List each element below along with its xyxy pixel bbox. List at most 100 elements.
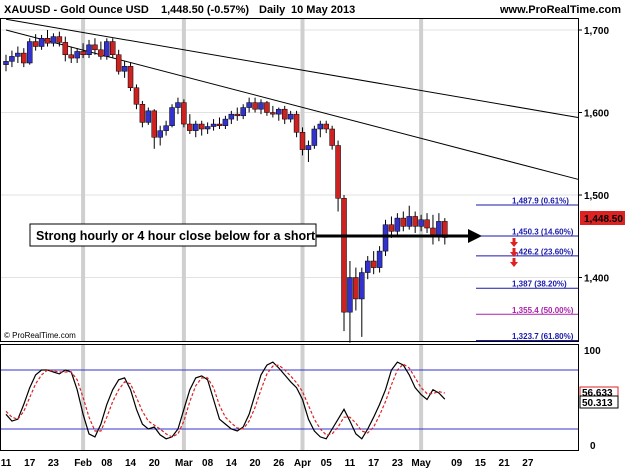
chart-title: XAUUSD - Gold Ounce USD [4,4,149,16]
bearish-candle [234,107,241,121]
candle-body [388,224,395,232]
date-tick-label: 11 [1,458,12,469]
candle-body [287,113,294,120]
date-tick-label: 21 [499,458,511,469]
bullish-candle [26,38,33,65]
bullish-candle [287,110,294,123]
price-tick-label: 1,600 [584,109,609,120]
bearish-candle [400,211,407,232]
bearish-candle [442,218,448,245]
bearish-candle [92,38,98,55]
bullish-candle [364,256,371,280]
stoch-d-value: 56.633 [582,388,613,399]
candle-body [98,49,104,57]
bearish-candle [412,211,418,233]
bearish-candle [388,216,395,238]
trendline-layer [5,18,579,180]
candle-body [145,110,152,123]
bearish-candle [270,105,276,118]
date-tick-label: 05 [321,458,333,469]
bullish-candle [246,97,252,113]
candle-body [335,145,341,199]
bullish-candle [9,50,15,68]
bullish-candle [157,125,163,146]
candle-body [210,123,217,127]
bearish-candle [353,267,359,311]
bullish-candle [193,120,199,138]
bullish-candle [169,104,175,128]
candle-body [133,87,140,105]
date-tick-label: 08 [202,458,214,469]
date-tick-label: 17 [24,458,36,469]
date-tick-label: Mar [175,458,193,469]
date-tick-label: 27 [522,458,534,469]
bearish-candle [98,41,104,60]
candle-body [163,125,169,131]
candle-body [418,219,424,227]
candle-body [109,41,116,55]
bullish-candle [38,34,45,50]
candle-body [394,217,401,232]
down-arrow-icon [510,258,518,267]
date-tick-label: 15 [475,458,487,469]
candle-body [193,123,199,131]
candle-body [175,102,181,108]
bullish-candle [3,54,9,72]
watermark: © ProRealTime.com [4,331,76,340]
candle-body [3,61,9,65]
candle-body [382,224,389,252]
bullish-candle [228,110,235,125]
candle-body [276,108,282,115]
stoch-k-value-tag [579,395,619,409]
candle-body [121,66,128,72]
candle-body [68,54,74,59]
candle-body [38,38,45,47]
candle-body [240,107,246,117]
bullish-candle [347,261,353,343]
date-tick-label: Feb [74,458,92,469]
bearish-candle [139,100,146,128]
candle-body [21,52,27,64]
stochastic-k-line [5,361,446,440]
stoch-axis-100: 100 [584,346,601,357]
bearish-candle [430,214,436,245]
bullish-candle [210,119,217,131]
candle-body [9,56,15,62]
candle-body [341,198,347,313]
date-label: 10 May 2013 [291,4,355,16]
bearish-candle [198,120,205,136]
candle-body [323,123,329,130]
bearish-candle [216,117,223,129]
bullish-candle [394,213,401,237]
candle-body [359,272,365,300]
candle-body [44,38,51,44]
candle-body [169,107,175,126]
bullish-candle [15,46,21,63]
bearish-candle [62,36,69,62]
candle-body [157,130,163,138]
bullish-candle [258,99,264,115]
candle-body [234,113,241,117]
date-tick-label: 08 [101,458,113,469]
date-tick-label: May [411,458,431,469]
annotation-arrow-head [468,229,482,243]
candle-body [115,54,122,72]
site-label: www.ProRealTime.com [499,4,621,16]
candle-body [127,66,134,89]
candle-body [151,110,157,138]
last-price-label: 1,448.50 [584,214,623,225]
bearish-candle [281,105,288,125]
candle-body [32,41,39,47]
bearish-candle [323,120,329,134]
bearish-candle [370,251,377,275]
candle-body [299,132,306,150]
candle-body [92,44,98,51]
bullish-candle [74,48,80,63]
bullish-candle [305,140,312,162]
date-tick-label: 20 [249,458,261,469]
bearish-candle [299,127,306,156]
bullish-candle [163,120,169,136]
price-change: 1,448.50 (-0.57%) [161,4,249,16]
candle-body [364,260,371,273]
